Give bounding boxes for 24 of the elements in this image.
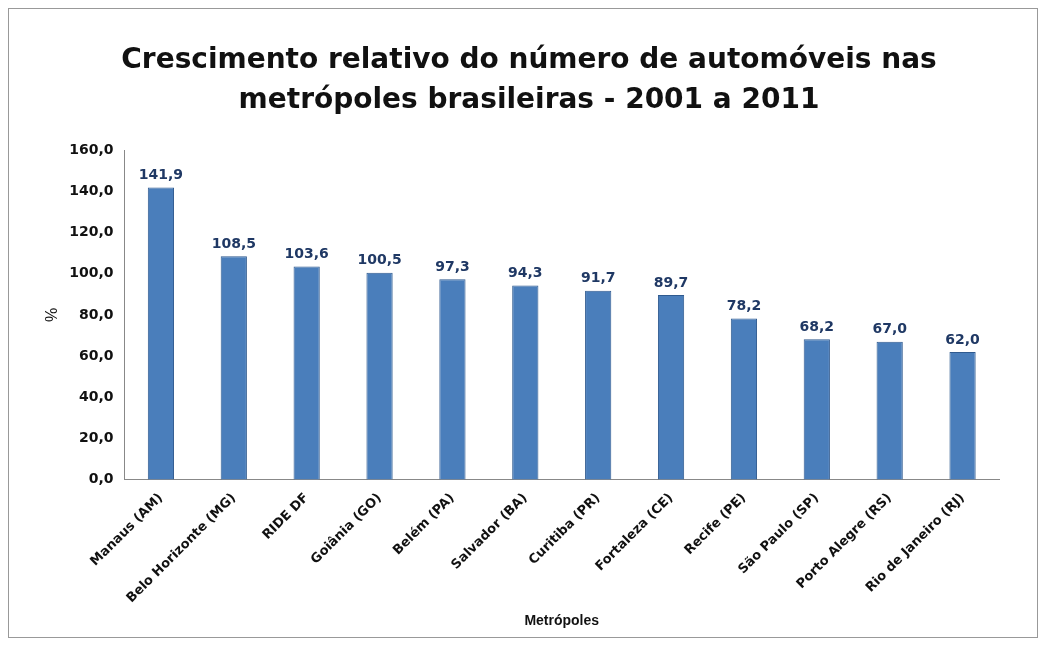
data-label: 68,2: [799, 317, 835, 334]
data-label: 67,0: [872, 320, 908, 337]
y-tick-label: 120,0: [69, 223, 114, 240]
y-tick-label: 40,0: [78, 387, 114, 404]
data-label: 108,5: [211, 234, 256, 251]
y-tick-label: 140,0: [69, 182, 114, 199]
data-label: 91,7: [580, 269, 616, 286]
y-tick-label: 0,0: [88, 470, 114, 487]
data-label: 103,6: [284, 245, 329, 262]
data-label: 62,0: [945, 330, 981, 347]
x-axis-title: Metrópoles: [524, 612, 600, 629]
y-tick-label: 20,0: [78, 428, 114, 445]
data-label: 141,9: [138, 166, 184, 183]
y-tick-label: 100,0: [69, 264, 114, 281]
data-label: 97,3: [435, 257, 470, 274]
y-tick-label: 60,0: [78, 346, 114, 363]
y-tick-label: 160,0: [69, 141, 114, 158]
chart-title: Crescimento relativo do número de automóveis nas metrópoles brasileiras - 2001 a 2011: [120, 41, 938, 117]
data-label: 100,5: [357, 251, 402, 268]
data-label: 94,3: [508, 264, 543, 281]
y-axis-title: %: [43, 307, 61, 323]
data-label: 89,7: [653, 273, 689, 290]
data-label: 78,2: [726, 297, 762, 314]
y-tick-label: 80,0: [78, 305, 114, 322]
